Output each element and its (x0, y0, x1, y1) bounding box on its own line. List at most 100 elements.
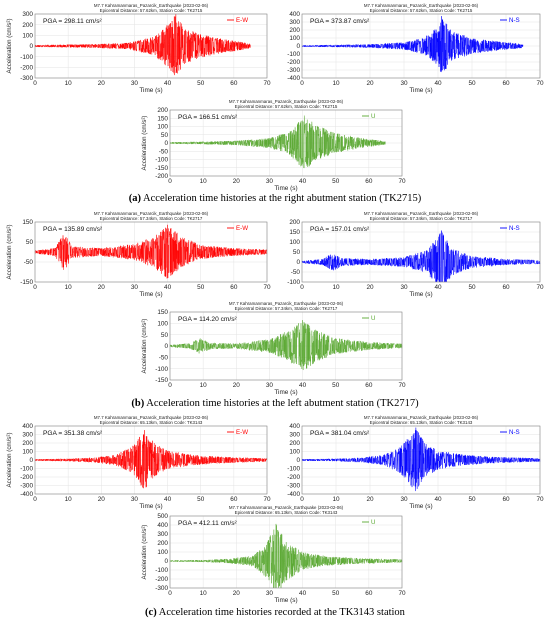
x-tick-label: 0 (168, 178, 172, 185)
x-axis-label: Time (s) (409, 291, 432, 298)
x-tick-label: 40 (299, 178, 307, 185)
x-tick-label: 0 (33, 80, 37, 87)
caption-a-text: Acceleration time histories at the right… (141, 193, 422, 204)
plot-frame (301, 221, 541, 283)
y-tick-label: -400 (287, 75, 300, 82)
y-tick-label: 150 (289, 229, 300, 236)
pga-annotation: PGA = 114.20 cm/s² (178, 316, 238, 323)
x-tick-label: 60 (365, 382, 373, 389)
y-tick-label: -100 (20, 54, 33, 61)
pga-annotation: PGA = 157.01 cm/s² (310, 226, 370, 233)
y-tick-label: 50 (161, 132, 169, 139)
x-tick-label: 20 (366, 284, 374, 291)
x-axis-label: Time (s) (274, 185, 297, 192)
x-tick-label: 20 (98, 80, 106, 87)
x-tick-label: 60 (365, 590, 373, 597)
x-tick-label: 70 (536, 496, 544, 503)
plot-frame (169, 109, 403, 177)
y-tick-label: -100 (155, 157, 168, 164)
chart-subtitle: Epicentral Distance: 65.13km, Station Co… (235, 510, 338, 515)
caption-c: (c) Acceleration time histories recorded… (0, 607, 550, 618)
y-tick-label: -300 (287, 483, 300, 490)
plot-frame (169, 311, 403, 381)
chart-title: M7.7 Kahramanmaras_Pazarcik_Earthquake (… (229, 505, 344, 510)
chart-c-n-s: M7.7 Kahramanmaras_Pazarcik_Earthquake (… (287, 415, 544, 510)
series-e-w-line (34, 13, 251, 76)
y-tick-label: -300 (155, 585, 168, 592)
y-tick-label: -100 (20, 466, 33, 473)
y-tick-label: 100 (289, 449, 300, 456)
x-tick-label: 10 (200, 590, 208, 597)
y-tick-label: 50 (293, 249, 301, 256)
x-tick-label: 50 (197, 496, 205, 503)
x-axis-label: Time (s) (274, 389, 297, 396)
y-tick-label: 0 (164, 343, 168, 350)
x-tick-label: 50 (332, 178, 340, 185)
y-tick-label: 0 (296, 457, 300, 464)
y-tick-label: -100 (155, 366, 168, 373)
legend-label: U (371, 113, 375, 120)
x-tick-label: 10 (65, 80, 73, 87)
x-tick-label: 60 (502, 284, 510, 291)
y-tick-label: 0 (296, 43, 300, 50)
y-tick-label: -300 (20, 75, 33, 82)
y-tick-label: -100 (155, 567, 168, 574)
x-tick-label: 40 (299, 590, 307, 597)
chart-title: M7.7 Kahramanmaras_Pazarcik_Earthquake (… (364, 211, 479, 216)
x-axis-label: Time (s) (139, 291, 162, 298)
caption-b-text: Acceleration time histories at the left … (144, 398, 419, 409)
y-tick-label: -50 (159, 355, 169, 362)
y-axis-label: Acceleration (cm/s²) (141, 524, 148, 579)
x-tick-label: 40 (434, 80, 442, 87)
y-tick-label: -50 (291, 269, 301, 276)
y-tick-label: -100 (287, 279, 300, 286)
y-tick-label: 300 (22, 432, 33, 439)
series-e-w-line (34, 429, 268, 489)
y-tick-label: 100 (157, 321, 168, 328)
chart-a-n-s: M7.7 Kahramanmaras_Pazarcik_Earthquake (… (287, 3, 544, 94)
x-tick-label: 10 (200, 178, 208, 185)
y-tick-label: 100 (22, 33, 33, 40)
x-tick-label: 40 (434, 284, 442, 291)
pga-annotation: PGA = 351.38 cm/s² (43, 430, 103, 437)
x-tick-label: 30 (400, 496, 408, 503)
y-tick-label: 400 (289, 423, 300, 430)
series-n-s-line (301, 15, 524, 73)
x-tick-label: 70 (263, 496, 271, 503)
x-tick-label: 70 (398, 178, 406, 185)
chart-title: M7.7 Kahramanmaras_Pazarcik_Earthquake (… (364, 415, 479, 420)
y-tick-label: 200 (289, 219, 300, 226)
y-tick-label: 100 (289, 35, 300, 42)
x-tick-label: 70 (536, 80, 544, 87)
x-tick-label: 20 (366, 80, 374, 87)
y-tick-label: 100 (157, 124, 168, 131)
chart-subtitle: Epicentral Distance: 57.34km, Station Co… (235, 306, 338, 311)
y-tick-label: 150 (157, 115, 168, 122)
x-tick-label: 50 (332, 382, 340, 389)
x-tick-label: 40 (164, 284, 172, 291)
y-tick-label: 0 (29, 43, 33, 50)
y-tick-label: 100 (289, 239, 300, 246)
y-axis-label: Acceleration (cm/s²) (6, 224, 13, 279)
series-n-s-line (301, 230, 541, 283)
y-tick-label: 0 (29, 457, 33, 464)
chart-c-u: M7.7 Kahramanmaras_Pazarcik_Earthquake (… (141, 505, 406, 604)
x-tick-label: 50 (468, 496, 476, 503)
x-axis-label: Time (s) (274, 597, 297, 604)
y-tick-label: -200 (20, 474, 33, 481)
x-tick-label: 30 (266, 382, 274, 389)
x-tick-label: 0 (168, 590, 172, 597)
x-tick-label: 20 (233, 382, 241, 389)
y-tick-label: -150 (155, 377, 168, 384)
x-tick-label: 20 (366, 496, 374, 503)
pga-annotation: PGA = 166.51 cm/s² (178, 114, 238, 121)
x-tick-label: 10 (65, 284, 73, 291)
chart-subtitle: Epicentral Distance: 57.62km, Station Co… (370, 8, 473, 13)
caption-b: (b) Acceleration time histories at the l… (0, 398, 550, 409)
y-tick-label: 500 (157, 513, 168, 520)
chart-title: M7.7 Kahramanmaras_Pazarcik_Earthquake (… (94, 3, 209, 8)
caption-c-text: Acceleration time histories recorded at … (156, 607, 405, 618)
chart-subtitle: Epicentral Distance: 57.62km, Station Co… (235, 104, 338, 109)
x-tick-label: 70 (536, 284, 544, 291)
